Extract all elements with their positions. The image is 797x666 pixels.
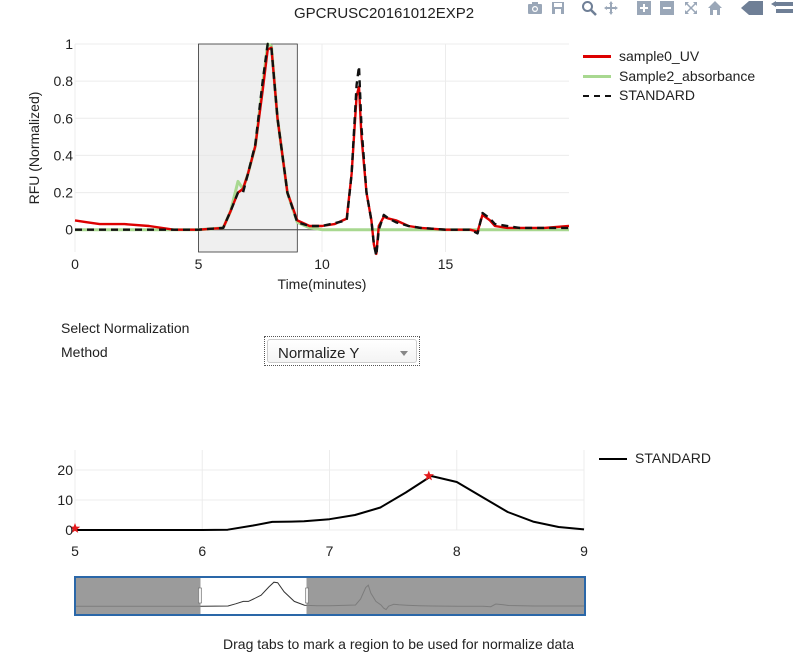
y-tick-label: 0 — [65, 522, 73, 538]
camera-icon[interactable] — [527, 0, 543, 16]
main-gridlines — [74, 43, 569, 252]
select-box[interactable]: Normalize Y — [267, 339, 417, 363]
y-tick-labels: 0 0.2 0.4 0.6 0.8 1 — [54, 36, 74, 238]
star-marker[interactable] — [423, 470, 435, 481]
zoom-icon[interactable] — [581, 0, 597, 16]
lower-chart[interactable]: 0 10 20 5 6 7 8 9 — [0, 430, 797, 620]
y-tick-label: 0 — [65, 222, 73, 238]
legend-label: sample0_UV — [619, 48, 700, 64]
x-tick-label: 6 — [198, 543, 206, 559]
y-tick-label: 0.6 — [54, 110, 74, 126]
legend-label: Sample2_absorbance — [619, 68, 756, 84]
star-marker[interactable] — [69, 523, 81, 533]
normalization-method-select[interactable]: Normalize Y — [264, 336, 420, 366]
range-slider[interactable] — [74, 576, 586, 616]
x-tick-label: 5 — [195, 256, 203, 272]
legend-swatch — [599, 458, 627, 460]
y-tick-label: 0.2 — [54, 185, 74, 201]
x-tick-labels: 0 5 10 15 — [71, 256, 453, 272]
x-tick-label: 9 — [580, 543, 588, 559]
chevron-down-icon — [400, 351, 408, 356]
main-chart[interactable]: 0 0.2 0.4 0.6 0.8 1 0 5 10 15 Time(minutes) RFU … — [0, 0, 797, 310]
legend-label: STANDARD — [635, 450, 711, 466]
lower-markers — [69, 470, 435, 533]
home-icon[interactable] — [707, 0, 723, 16]
lower-y-tick-labels: 0 10 20 — [57, 462, 73, 538]
lower-x-tick-labels: 5 6 7 8 9 — [71, 543, 588, 559]
lower-gridlines — [74, 450, 585, 531]
range-slider-border — [74, 576, 586, 616]
zoom-in-icon[interactable] — [636, 0, 652, 16]
range-slider-right-handle[interactable] — [305, 587, 309, 604]
series-line-STANDARD[interactable] — [75, 42, 569, 257]
x-tick-label: 5 — [71, 543, 79, 559]
autoscale-icon[interactable] — [683, 0, 699, 16]
range-slider-mask-right — [306, 577, 585, 615]
legend-swatch — [583, 95, 611, 97]
y-tick-label: 1 — [65, 36, 73, 52]
main-series-group — [74, 42, 570, 257]
legend-swatch — [583, 55, 611, 58]
y-tick-label: 20 — [57, 462, 73, 478]
y-tick-label: 0.8 — [54, 73, 74, 89]
select-value: Normalize Y — [278, 345, 360, 362]
range-slider-mask-left — [75, 577, 201, 615]
y-tick-label: 0.4 — [54, 147, 74, 163]
x-axis-title: Time(minutes) — [278, 276, 367, 292]
spike-lines-icon[interactable] — [741, 0, 763, 16]
y-axis-title: RFU (Normalized) — [26, 92, 42, 205]
series-line-STANDARD[interactable] — [75, 475, 585, 531]
chart-title: GPCRUSC20161012EXP2 — [294, 5, 475, 22]
x-tick-label: 8 — [453, 543, 461, 559]
x-tick-label: 15 — [438, 256, 454, 272]
compare-icon[interactable] — [771, 0, 793, 16]
x-tick-label: 7 — [326, 543, 334, 559]
range-slider-left-handle[interactable] — [198, 587, 202, 604]
pan-icon[interactable] — [603, 0, 619, 16]
y-tick-label: 10 — [57, 492, 73, 508]
x-tick-label: 0 — [71, 256, 79, 272]
zoom-out-icon[interactable] — [659, 0, 675, 16]
drag-hint-text: Drag tabs to mark a region to be used fo… — [223, 636, 574, 652]
lower-series-group — [75, 475, 585, 531]
legend-swatch — [583, 75, 611, 78]
legend-label: STANDARD — [619, 87, 695, 103]
normalization-method-label: Select Normalization Method — [61, 320, 190, 360]
x-tick-label: 10 — [314, 256, 330, 272]
save-icon[interactable] — [550, 0, 566, 16]
